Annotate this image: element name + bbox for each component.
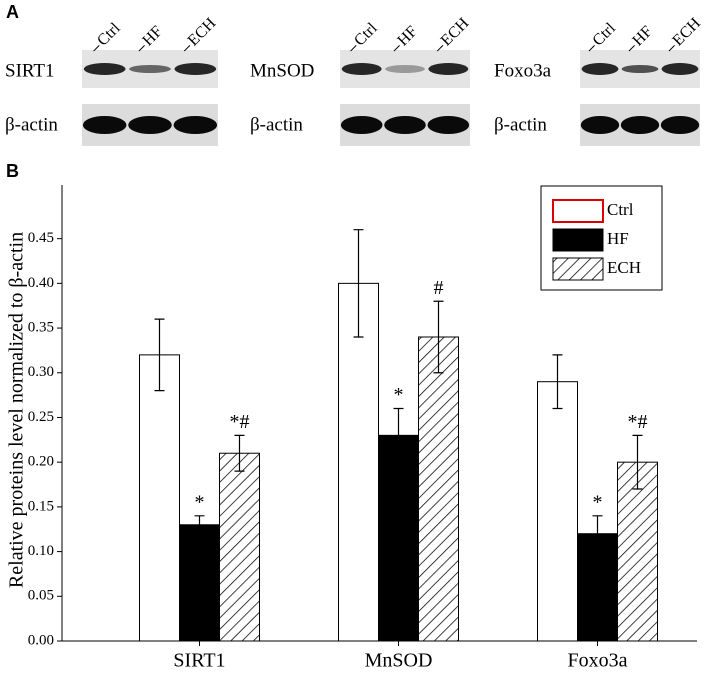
band [580,116,620,134]
error-bar [353,229,364,338]
lane-dash [93,45,100,52]
y-tick-label: 0.20 [28,454,54,470]
significance: * [195,491,205,513]
band [384,116,426,134]
y-tick-label: 0.35 [28,319,54,335]
bar [617,461,658,642]
loading-label: β-actin [494,114,547,135]
error-bar [433,300,444,374]
x-tick-label: Foxo3a [568,650,628,672]
band [581,63,619,75]
band [620,116,660,134]
legend-swatch [552,199,604,223]
significance: *# [230,411,250,433]
protein-label: Foxo3a [494,60,552,81]
error-bar [592,515,603,553]
error-bar [552,354,563,410]
lane-label: HF [139,23,166,50]
y-tick-label: 0.00 [28,632,54,648]
lane-dash [628,45,635,52]
band [385,65,425,73]
x-tick-label: SIRT1 [173,650,225,672]
protein-label: MnSOD [250,60,314,81]
band [660,116,700,134]
band [428,63,469,75]
error-bar [234,434,245,472]
band [340,116,383,134]
lane-dash [350,45,357,52]
lane-dash [138,45,145,52]
legend-swatch [552,228,604,252]
band [621,65,659,73]
bar [179,524,220,642]
lane-label: ECH [185,14,220,49]
significance: * [593,491,603,513]
band [427,116,470,134]
band [174,63,217,75]
legend-swatch [552,257,604,281]
bar [219,452,260,642]
bar [378,434,419,642]
bar [139,354,180,642]
lane-label: Ctrl [94,19,124,49]
loading-label: β-actin [5,114,58,135]
lane-label: HF [629,23,656,50]
significance: * [394,384,404,406]
lane-dash [588,45,595,52]
band [128,116,172,134]
legend-label: ECH [607,258,641,277]
band [173,116,218,134]
significance: *# [628,411,648,433]
lane-label: Ctrl [589,19,619,49]
y-axis-title: Relative proteins level normalized to β-… [6,232,28,588]
legend-label: Ctrl [607,200,634,219]
error-bar [194,515,205,535]
lane-label: ECH [438,14,473,49]
y-tick-label: 0.15 [28,498,54,514]
panel-label: B [6,161,19,181]
error-bar [154,318,165,392]
band [661,63,699,75]
bar [338,282,379,642]
error-bar [393,407,404,463]
y-tick-label: 0.45 [28,230,54,246]
protein-label: SIRT1 [5,60,55,81]
y-tick-label: 0.30 [28,364,54,380]
y-tick-label: 0.05 [28,588,54,604]
lane-label: HF [394,23,421,50]
lane-dash [393,45,400,52]
band [83,63,126,75]
bar [418,336,459,642]
loading-label: β-actin [250,114,303,135]
legend-label: HF [607,229,629,248]
band [82,116,127,134]
band [129,65,171,73]
y-tick-label: 0.25 [28,409,54,425]
y-tick-label: 0.10 [28,543,54,559]
y-tick-label: 0.40 [28,275,54,291]
lane-dash [436,45,444,52]
lane-label: ECH [669,14,704,49]
band [341,63,382,75]
significance: # [434,277,444,299]
lane-dash [183,45,191,52]
error-bar [632,434,643,490]
lane-label: Ctrl [351,19,381,49]
bar [537,381,578,642]
x-tick-label: MnSOD [365,650,433,672]
lane-dash [668,45,675,52]
panel-label: A [6,2,19,22]
